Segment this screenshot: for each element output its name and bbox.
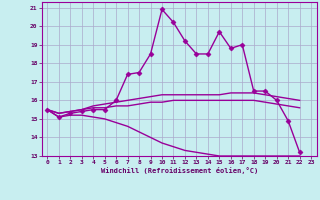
X-axis label: Windchill (Refroidissement éolien,°C): Windchill (Refroidissement éolien,°C) [100, 167, 258, 174]
